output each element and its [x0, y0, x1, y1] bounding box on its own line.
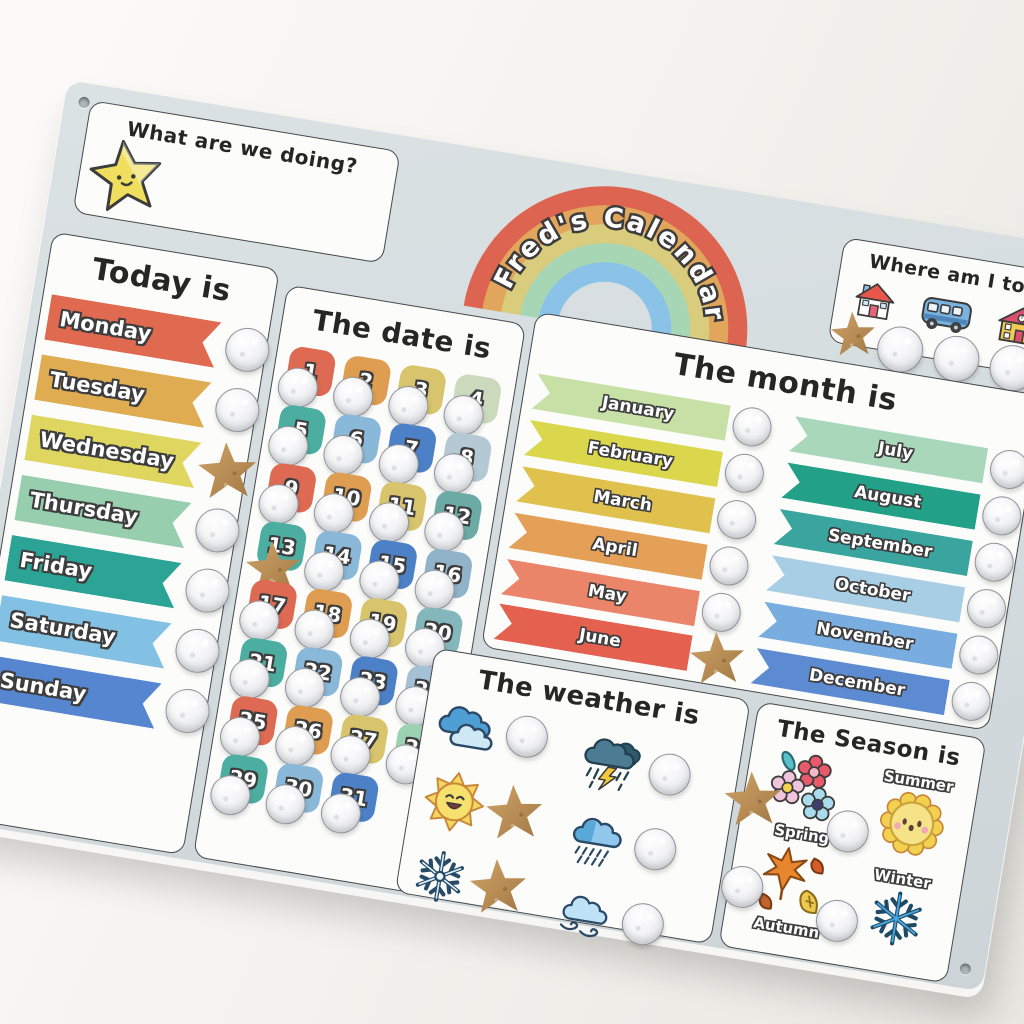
snowy-icon [407, 843, 474, 910]
date-cell: 17 [236, 577, 299, 644]
date-cell: 25 [217, 694, 280, 760]
velcro-marker[interactable] [964, 586, 1009, 632]
velcro-marker[interactable] [222, 324, 273, 376]
weather-option-rainy[interactable] [563, 804, 720, 890]
rainy-icon [564, 807, 630, 872]
weather-panel: The weather is [394, 647, 751, 949]
velcro-marker[interactable] [182, 565, 233, 616]
velcro-marker[interactable] [212, 384, 263, 436]
day-option[interactable]: Friday [4, 535, 181, 608]
velcro-marker[interactable] [706, 543, 752, 589]
weather-option-windy[interactable] [551, 879, 708, 965]
date-cell: 19 [346, 596, 410, 662]
season-option-spring[interactable]: Spring [748, 741, 869, 853]
months-jan-jun-column: January February March April May [492, 372, 782, 691]
day-option[interactable]: Monday [44, 294, 221, 367]
date-cell: 15 [356, 538, 419, 604]
date-cell: 27 [327, 712, 390, 779]
date-cell: 22 [281, 645, 345, 711]
months-jul-dec-column: July August September October November [749, 414, 1024, 731]
rainbow-logo: Fred's Calendar [461, 159, 772, 354]
date-cell: 9 [255, 461, 318, 528]
date-cell: 23 [337, 654, 400, 720]
date-cell: 5 [265, 403, 328, 469]
velcro-marker[interactable] [987, 447, 1024, 492]
cloudy-icon [432, 698, 501, 755]
date-cell: 7 [375, 421, 438, 488]
date-cell: 12 [421, 488, 484, 555]
date-cell: 14 [301, 528, 364, 595]
sunny-icon [419, 766, 490, 837]
house-icon[interactable] [849, 274, 902, 325]
windy-icon [552, 884, 618, 945]
date-cell: 4 [440, 372, 503, 439]
day-option[interactable]: Tuesday [34, 354, 211, 427]
stormy-icon [576, 732, 644, 797]
velcro-marker[interactable] [979, 493, 1024, 539]
where-am-i-box: Where am I today [827, 236, 1024, 395]
screw-hole [77, 96, 91, 109]
date-cell: 1 [274, 345, 338, 411]
velcro-marker[interactable] [618, 900, 667, 949]
velcro-marker[interactable] [689, 631, 745, 685]
bus-icon[interactable] [918, 290, 976, 338]
date-cell: 6 [320, 412, 383, 479]
season-grid: Spring Summer [718, 741, 974, 966]
day-option[interactable]: Thursday [14, 475, 191, 548]
season-option-autumn[interactable]: Autumn [718, 836, 853, 948]
day-option[interactable]: Saturday [0, 595, 172, 668]
calendar-board: What are we doing? Fred's Calendar [0, 80, 1024, 992]
date-cell: 11 [366, 479, 429, 546]
velcro-marker[interactable] [469, 858, 527, 914]
location-options [849, 274, 1024, 356]
velcro-marker[interactable] [502, 712, 552, 761]
date-cell: 10 [310, 470, 374, 537]
velcro-marker[interactable] [698, 589, 744, 635]
velcro-marker[interactable] [956, 632, 1002, 678]
screw-hole [959, 962, 972, 976]
autumn-leaves-icon [751, 842, 836, 925]
season-option-winter[interactable]: Winter [812, 854, 958, 966]
date-cell: 13 [255, 519, 309, 573]
date-cell: 18 [291, 587, 354, 653]
summer-sun-icon [873, 785, 951, 863]
season-panel: The Season is [718, 701, 987, 984]
day-option[interactable]: Sunday [0, 655, 162, 728]
weather-option-sunny[interactable] [419, 766, 576, 852]
date-cell: 30 [262, 761, 325, 828]
velcro-marker[interactable] [971, 539, 1017, 585]
date-cell: 8 [430, 430, 494, 497]
velcro-marker[interactable] [729, 404, 775, 450]
velcro-marker[interactable] [162, 685, 213, 737]
winter-snowflake-icon [860, 883, 931, 954]
date-cell: 3 [385, 363, 448, 429]
velcro-marker[interactable] [645, 750, 694, 799]
weather-option-snowy[interactable] [406, 841, 563, 927]
star-character-icon [85, 135, 167, 217]
velcro-marker[interactable] [948, 678, 994, 724]
weather-grid [404, 691, 735, 965]
velcro-marker[interactable] [172, 625, 223, 677]
date-cell: 31 [317, 770, 381, 837]
what-are-we-doing-box: What are we doing? [72, 100, 401, 264]
date-cell: 26 [272, 703, 335, 770]
velcro-marker[interactable] [197, 441, 257, 500]
velcro-marker[interactable] [631, 825, 680, 874]
weather-option-cloudy[interactable] [431, 691, 588, 777]
velcro-marker[interactable] [485, 784, 543, 840]
weather-option-stormy[interactable] [576, 729, 733, 815]
day-option[interactable]: Wednesday [24, 415, 201, 488]
velcro-marker[interactable] [714, 497, 760, 543]
date-cell: 21 [226, 636, 289, 702]
date-cell: 2 [330, 354, 393, 420]
season-option-summer[interactable]: Summer [823, 759, 974, 871]
velcro-marker[interactable] [721, 450, 767, 496]
date-cell: 29 [207, 752, 270, 819]
velcro-marker[interactable] [192, 505, 243, 556]
date-cell: 16 [411, 547, 474, 613]
